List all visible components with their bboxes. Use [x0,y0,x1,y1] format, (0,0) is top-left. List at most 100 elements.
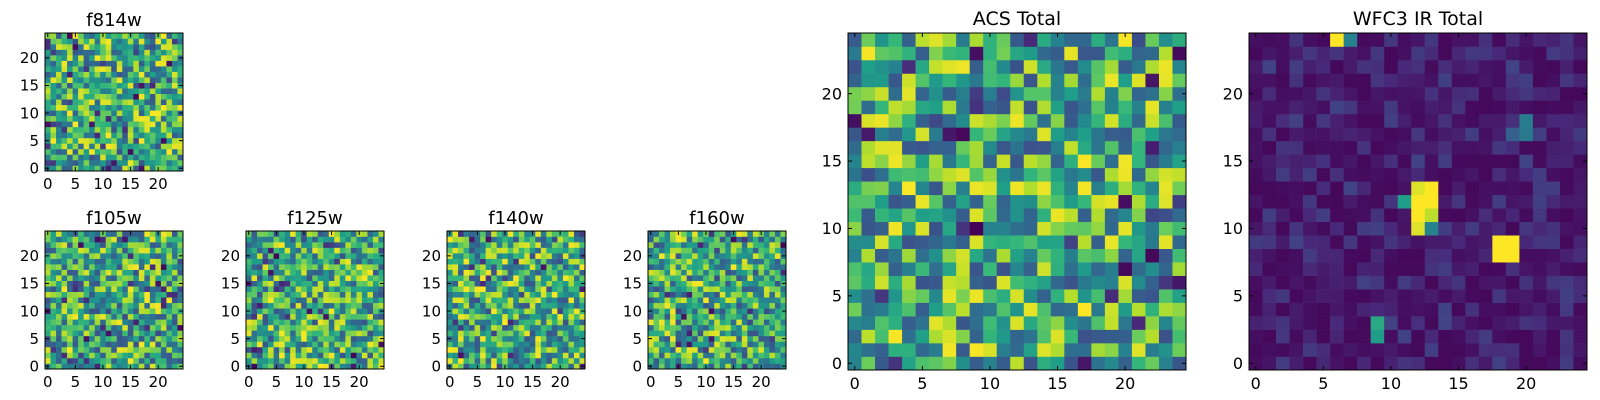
heatmap-cell [1249,208,1263,223]
heatmap-cell [72,313,79,320]
heatmap-cell [1330,194,1344,209]
heatmap-cell [942,302,957,317]
heatmap-cell [452,231,459,237]
heatmap-cell [67,121,73,128]
heatmap-cell [50,165,57,172]
heatmap-cell [774,275,781,281]
heatmap-cell [714,341,721,348]
heatmap-cell [1262,343,1277,357]
heatmap-cell [1424,329,1439,344]
heatmap-cell [144,38,151,45]
heatmap-cell [94,33,101,39]
heatmap-cell [524,297,531,304]
heatmap-cell [1262,289,1277,303]
heatmap-cell [697,286,704,293]
heatmap-cell [177,154,184,161]
heatmap-cell [692,258,698,265]
heatmap-cell [1559,113,1574,128]
heatmap-cell [279,313,285,320]
heatmap-cell [518,341,525,348]
heatmap-cell [664,264,671,270]
heatmap-cell [780,247,787,254]
heatmap-cell [670,269,676,276]
heatmap-cell [747,363,754,370]
heatmap-cell [306,319,313,326]
heatmap-cell [166,330,173,337]
heatmap-cell [279,269,285,276]
y-tick-label: 0 [29,357,39,375]
panel-title: f140w [488,208,543,229]
heatmap-cell [127,143,134,150]
heatmap-cell [1118,248,1133,263]
heatmap-cell [1505,33,1520,47]
heatmap-cell [290,286,296,293]
heatmap-cell [317,264,324,270]
heatmap-cell [518,302,525,309]
heatmap-cell [149,110,156,117]
heatmap-cell [664,319,671,326]
heatmap-cell [138,313,145,320]
heatmap-cell [361,341,368,348]
heatmap-cell [171,357,178,364]
heatmap-cell [1050,194,1065,209]
heatmap-cell [367,253,374,259]
heatmap-cell [447,341,453,348]
heatmap-cell [72,236,79,243]
heatmap-cell [1091,194,1106,209]
heatmap-cell [94,253,101,259]
heatmap-cell [1303,275,1317,290]
heatmap-cell [1303,33,1317,47]
heatmap-cell [681,258,687,265]
heatmap-cell [1532,73,1547,88]
heatmap-cell [1050,356,1065,371]
heatmap-cell [94,297,101,304]
heatmap-cell [127,60,134,67]
heatmap-cell [1505,235,1520,249]
heatmap-cell [524,363,531,370]
heatmap-cell [518,313,525,320]
heatmap-cell [752,357,759,364]
heatmap-cell [257,275,263,281]
heatmap-cell [257,253,263,259]
heatmap-cell [697,231,704,237]
heatmap-cell [1303,356,1317,371]
heatmap-cell [83,231,90,237]
heatmap-cell [714,335,721,342]
heatmap-cell [983,46,998,61]
heatmap-cell [372,297,379,304]
heatmap-cell [111,341,118,348]
axes-frame [847,32,1187,371]
heatmap-cell [251,264,258,270]
heatmap-cell [1145,262,1160,276]
heatmap-cell [133,66,140,72]
heatmap-cell [155,308,162,315]
heatmap-cell [72,60,79,67]
heatmap-cell [557,291,564,298]
heatmap-cell [780,341,787,348]
heatmap-cell [127,275,134,281]
heatmap-cell [458,346,464,353]
heatmap-cell [1465,46,1480,61]
heatmap-cell [719,269,726,276]
heatmap-cell [664,258,671,265]
heatmap-cell [111,55,118,61]
heatmap-cell [138,264,145,270]
heatmap-cell [56,363,62,370]
heatmap-cell [1424,140,1439,155]
heatmap-cell [1091,208,1106,223]
heatmap-cell [334,253,341,259]
heatmap-cell [67,352,73,359]
heatmap-cell [361,346,368,353]
heatmap-cell [1010,329,1025,344]
heatmap-cell [155,66,162,72]
heatmap-cell [463,324,470,331]
heatmap-cell [1397,154,1412,169]
heatmap-cell [675,236,682,243]
heatmap-cell [1357,140,1371,155]
heatmap-cell [111,247,118,254]
heatmap-cell [1357,154,1371,169]
heatmap-cell [171,159,178,166]
heatmap-cell [1276,275,1290,290]
heatmap-cell [513,247,520,254]
heatmap-cell [752,236,759,243]
